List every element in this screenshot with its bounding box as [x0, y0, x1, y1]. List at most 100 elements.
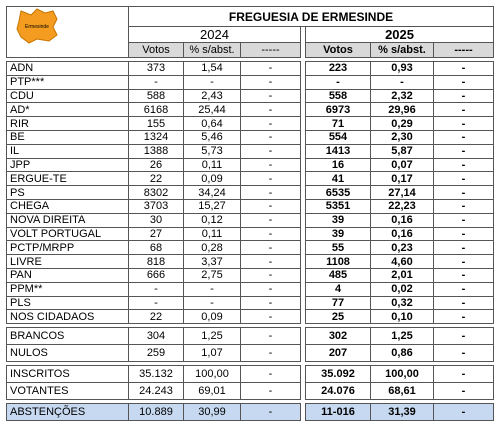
cell: 26 [128, 157, 184, 173]
cell: - [240, 327, 301, 346]
cell: 223 [305, 61, 371, 76]
table-row: ADN 373 1,54-223 0,93- [6, 61, 494, 76]
cell: - [433, 267, 494, 283]
cell: - [128, 281, 184, 297]
logo-shape [16, 8, 58, 44]
cell: 2,32 [370, 88, 434, 104]
section-table: INSCRITOS 35.132 100,00-35.092 100,00- VOTAN… [6, 365, 494, 401]
row-label: CDU [6, 88, 129, 104]
cell: - [240, 281, 301, 297]
cell: 22 [128, 309, 184, 325]
cell: - [240, 254, 301, 269]
cell: - [240, 88, 301, 104]
cell: 39 [305, 212, 371, 228]
cell: 4 [305, 281, 371, 297]
cell: - [240, 309, 301, 325]
cell: - [183, 281, 241, 297]
cell: 5,73 [183, 143, 241, 159]
cell: 666 [128, 267, 184, 283]
cell: 4,60 [370, 254, 434, 269]
row-label: PCTP/MRPP [6, 240, 129, 256]
cell: 0,10 [370, 309, 434, 325]
cell: 588 [128, 88, 184, 104]
table-row: BE 1324 5,46-554 2,30- [6, 129, 494, 145]
row-label: VOLT PORTUGAL [6, 226, 129, 242]
cell: 100,00 [183, 365, 241, 384]
cell: 41 [305, 171, 371, 187]
cell: 0,32 [370, 295, 434, 311]
cell: 30 [128, 212, 184, 228]
logo: Ermesinde [16, 8, 58, 44]
cell: 0,07 [370, 157, 434, 173]
column-header: % s/abst. [370, 42, 434, 58]
cell: 0,28 [183, 240, 241, 256]
cell: 2,01 [370, 267, 434, 283]
cell: - [240, 143, 301, 159]
cell: 1108 [305, 254, 371, 269]
cell: 2,43 [183, 88, 241, 104]
cell: 8302 [128, 185, 184, 200]
cell: 6973 [305, 102, 371, 118]
cell: - [433, 327, 494, 346]
row-label: PPM** [6, 281, 129, 297]
cell: - [240, 116, 301, 131]
table-row: ERGUE-TE 22 0,09-41 0,17- [6, 171, 494, 187]
table-row: ABSTENÇÕES 10.889 30,99-11-016 31,39- [6, 403, 494, 422]
cell: 68,61 [370, 382, 434, 401]
cell: 0,93 [370, 61, 434, 76]
row-label: BE [6, 129, 129, 145]
cell: - [183, 74, 241, 90]
cell: 485 [305, 267, 371, 283]
table-row: NOVA DIREITA 30 0,12-39 0,16- [6, 212, 494, 228]
cell: - [433, 185, 494, 200]
cell: - [433, 143, 494, 159]
cell: 35.132 [128, 365, 184, 384]
row-label: PTP*** [6, 74, 129, 90]
cell: 1324 [128, 129, 184, 145]
row-label: NOS CIDADAOS [6, 309, 129, 325]
cell: 68 [128, 240, 184, 256]
cell: 5351 [305, 198, 371, 214]
cell: 30,99 [183, 403, 241, 422]
cell: 1413 [305, 143, 371, 159]
cell: 304 [128, 327, 184, 346]
cell: - [240, 267, 301, 283]
cell: 0,29 [370, 116, 434, 131]
cell: 24.243 [128, 382, 184, 401]
row-label: AD* [6, 102, 129, 118]
table-row: IL 1388 5,73-1413 5,87- [6, 143, 494, 159]
cell: 302 [305, 327, 371, 346]
cell: 25 [305, 309, 371, 325]
cell: 2,75 [183, 267, 241, 283]
cell: 0,86 [370, 344, 434, 363]
section-table: BRANCOS 304 1,25-302 1,25- NULOS 259 1,07-207 0… [6, 327, 494, 363]
cell: - [240, 403, 301, 422]
cell: - [305, 74, 371, 90]
cell: 34,24 [183, 185, 241, 200]
row-label: ABSTENÇÕES [6, 403, 129, 422]
cell: 39 [305, 226, 371, 242]
cell: - [240, 74, 301, 90]
results-table: Ermesinde FREGUESIA DE ERMESINDE 2024 2025 V… [6, 6, 495, 422]
title: FREGUESIA DE ERMESINDE [127, 6, 495, 27]
cell: - [240, 129, 301, 145]
cell: 155 [128, 116, 184, 131]
section-table: ABSTENÇÕES 10.889 30,99-11-016 31,39- [6, 403, 494, 422]
cell: - [240, 198, 301, 214]
cell: 0,09 [183, 309, 241, 325]
cell: 27,14 [370, 185, 434, 200]
cell: 3703 [128, 198, 184, 214]
cell: - [433, 157, 494, 173]
cell: 1,54 [183, 61, 241, 76]
cell: 1388 [128, 143, 184, 159]
cell: - [240, 365, 301, 384]
row-label: NOVA DIREITA [6, 212, 129, 228]
cell: - [433, 212, 494, 228]
cell: 5,46 [183, 129, 241, 145]
cell: 259 [128, 344, 184, 363]
cell: 1,07 [183, 344, 241, 363]
row-label: JPP [6, 157, 129, 173]
cell: 24.076 [305, 382, 371, 401]
cell: - [240, 185, 301, 200]
cell: - [240, 102, 301, 118]
